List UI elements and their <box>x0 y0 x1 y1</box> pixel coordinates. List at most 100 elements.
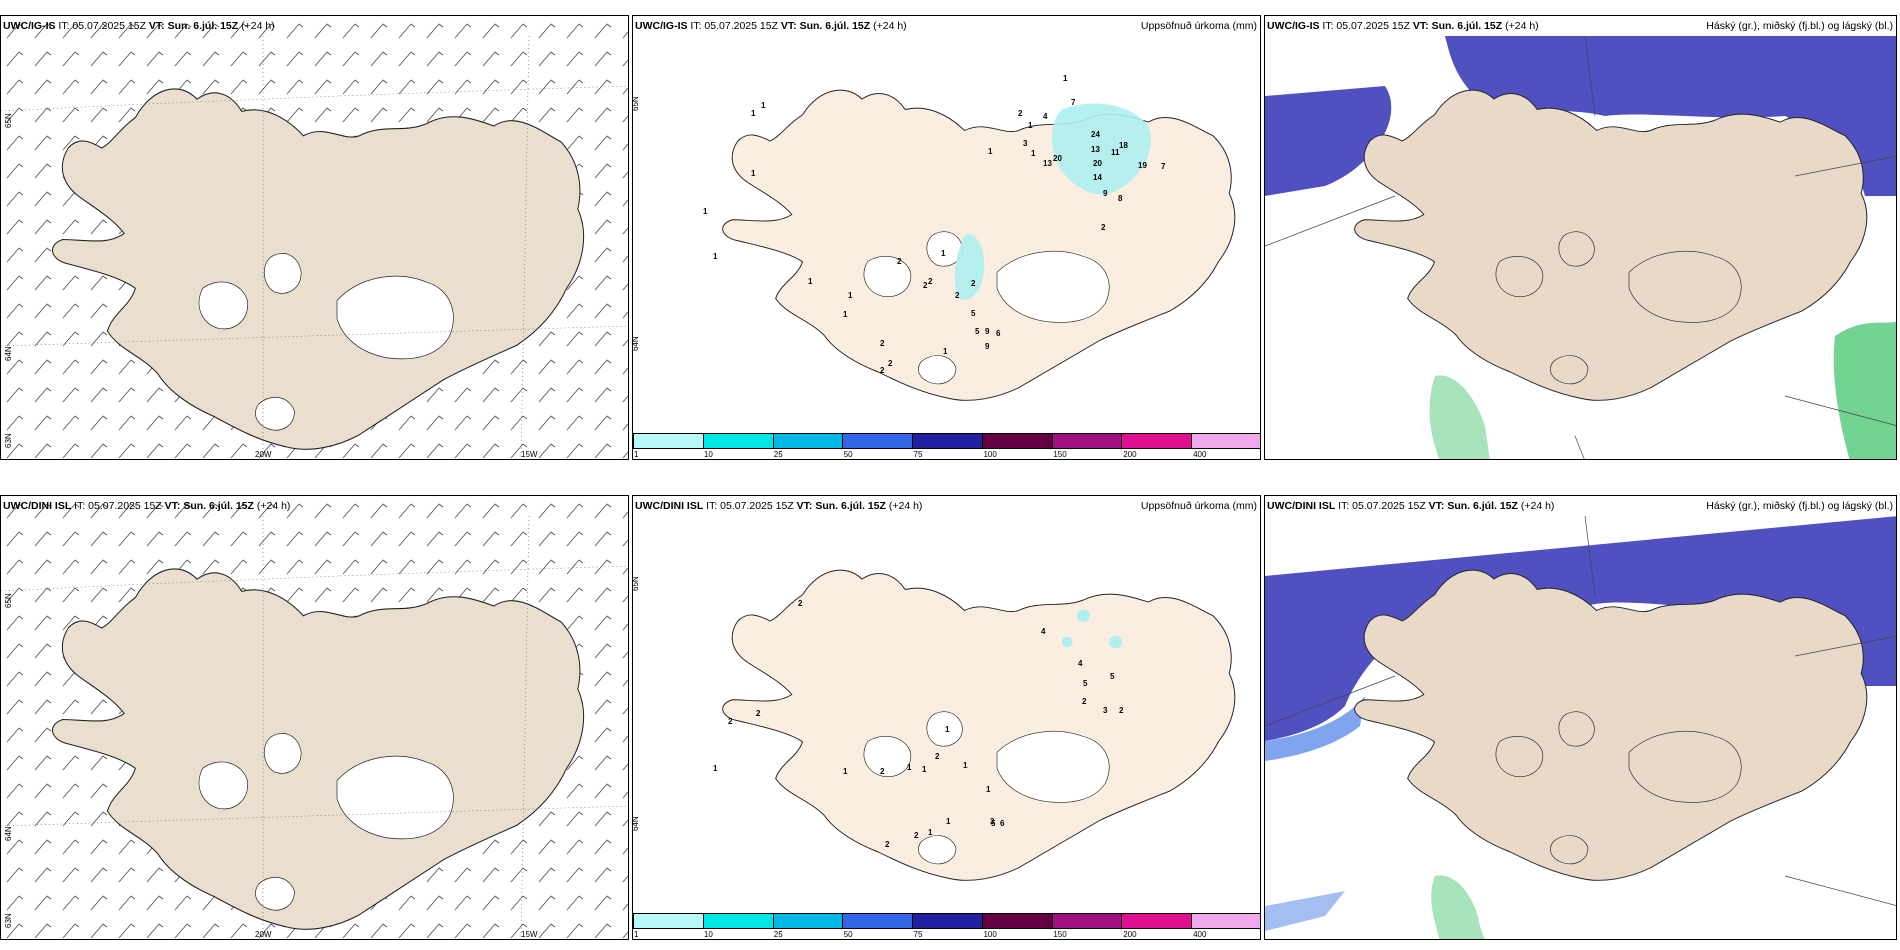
precip-value-label: 2 <box>756 709 761 718</box>
lon-label: 15W <box>521 450 538 459</box>
colorbar-cell <box>913 914 983 928</box>
lead-time: (+24 h) <box>888 500 923 512</box>
colorbar-tick-label: 1 <box>634 450 639 459</box>
precip-value-label: 1 <box>945 725 950 734</box>
precip-value-label: 2 <box>923 281 928 290</box>
precip-panel-row1: UWC/IG-IS IT: 05.07.2025 15Z VT: Sun. 6.… <box>632 15 1261 460</box>
iceland-land <box>1354 569 1868 881</box>
precip-value-label: 5 <box>1110 672 1115 681</box>
panel-title: Uppsöfnuð úrkoma (mm) <box>1140 500 1257 512</box>
init-time: IT: 05.07.2025 15Z <box>58 20 146 32</box>
precip-value-label: 9 <box>1103 189 1108 198</box>
lat-label: 65N <box>4 593 13 608</box>
lead-time: (+24 h) <box>256 500 291 512</box>
wind-panel-row1: UWC/IG-IS IT: 05.07.2025 15Z VT: Sun. 6.… <box>0 15 629 460</box>
low-cloud-west <box>1265 696 1365 761</box>
precip-value-label: 11 <box>1111 148 1120 157</box>
precip-colorbar: 1 10 25 50 75 100 150 200 400 <box>633 433 1260 459</box>
colorbar-cell <box>1122 914 1193 928</box>
lead-time: (+24 h) <box>241 20 275 32</box>
colorbar-tick-label: 75 <box>913 450 923 459</box>
precip-value-label: 1 <box>963 761 968 770</box>
glacier-langjokull <box>863 255 912 298</box>
colorbar-tick-label: 200 <box>1123 930 1137 939</box>
glacier-myrdalsjokull <box>254 396 296 431</box>
precip-value-label: 2 <box>928 277 933 286</box>
mid-cloud-north <box>1265 516 1896 741</box>
model-name: UWC/IG-IS <box>3 20 56 32</box>
colorbar-cell <box>1192 914 1260 928</box>
lead-time: (+24 h) <box>873 20 907 32</box>
precip-value-label: 1 <box>1063 74 1068 83</box>
wind-panel-row2: UWC/DINI ISL IT: 05.07.2025 15Z VT: Sun.… <box>0 495 629 940</box>
precip-value-label: 19 <box>1138 161 1147 170</box>
lat-label: 64N <box>4 826 13 841</box>
colorbar-tick-label: 1 <box>634 930 639 939</box>
lead-time: (+24 h) <box>1520 500 1555 512</box>
colorbar-cell <box>1052 914 1123 928</box>
lat-label: 65N <box>632 96 640 111</box>
precip-value-label: 1 <box>941 249 946 258</box>
panel-header: UWC/DINI ISL IT: 05.07.2025 15Z VT: Sun.… <box>635 500 922 512</box>
precip-value-label: 7 <box>1161 162 1166 171</box>
precip-value-label: 3 <box>1023 139 1028 148</box>
precip-value-label: 24 <box>1091 130 1100 139</box>
model-name: UWC/DINI ISL <box>1267 500 1336 512</box>
valid-time: VT: Sun. 6.júl. 15Z <box>148 20 239 32</box>
precip-shade <box>1109 635 1123 649</box>
precip-value-label: 2 <box>880 767 885 776</box>
lat-label: 65N <box>4 113 13 128</box>
panel-title: Háský (gr.), miðský (fj.bl.) og lágský (… <box>1706 20 1893 32</box>
colorbar-cell <box>1192 434 1260 448</box>
colorbar-tick-label: 25 <box>773 450 783 459</box>
colorbar-cell <box>982 434 1053 448</box>
precip-value-label: 1 <box>922 765 927 774</box>
precip-value-label: 1 <box>751 109 756 118</box>
colorbar-cell <box>703 914 774 928</box>
lon-label: 20W <box>255 450 272 459</box>
precip-value-label: 9 <box>985 342 990 351</box>
precip-value-label: 2 <box>885 840 890 849</box>
precip-shade <box>1076 609 1090 623</box>
precip-value-label: 1 <box>843 767 848 776</box>
cloud-panel-row2: UWC/DINI ISL IT: 05.07.2025 15Z VT: Sun.… <box>1264 495 1897 940</box>
init-time: IT: 05.07.2025 15Z <box>1338 500 1426 512</box>
precip-value-label: 2 <box>880 339 885 348</box>
model-name: UWC/DINI ISL <box>3 500 72 512</box>
low-cloud-sw <box>1265 891 1345 931</box>
precip-value-label: 14 <box>1093 173 1102 182</box>
model-name: UWC/IG-IS <box>635 20 688 32</box>
lat-label: 63N <box>4 913 13 928</box>
colorbar-tick-label: 10 <box>703 450 713 459</box>
cloud-map <box>1265 515 1896 939</box>
precip-value-label: 4 <box>1041 627 1046 636</box>
glacier-myrdalsjokull <box>917 355 957 385</box>
precip-shade-ne <box>1051 103 1152 195</box>
init-time: IT: 05.07.2025 15Z <box>74 500 162 512</box>
precip-colorbar: 1 10 25 50 75 100 150 200 400 <box>633 913 1260 939</box>
precip-value-label: 5 <box>975 327 980 336</box>
precip-value-label: 1 <box>988 147 993 156</box>
colorbar-tick-label: 400 <box>1193 930 1207 939</box>
colorbar-cell <box>1122 434 1193 448</box>
glacier-hofsjokull <box>263 252 302 294</box>
colorbar-cell <box>773 434 844 448</box>
valid-time: VT: Sun. 6.júl. 15Z <box>796 500 886 512</box>
precip-value-label: 1 <box>986 785 991 794</box>
precip-value-label: 4 <box>1043 112 1048 121</box>
precip-value-label: 5 <box>1083 679 1088 688</box>
colorbar-cell <box>773 914 844 928</box>
colorbar-cell <box>634 914 704 928</box>
graticule <box>1265 515 1896 906</box>
graticule <box>1 515 628 939</box>
init-time: IT: 05.07.2025 15Z <box>690 20 778 32</box>
valid-time: VT: Sun. 6.júl. 15Z <box>1412 20 1503 32</box>
colorbar-tick-label: 50 <box>843 930 853 939</box>
precip-value-label: 1 <box>1028 121 1033 130</box>
iceland-land <box>722 569 1236 881</box>
precip-value-label: 20 <box>1053 154 1062 163</box>
precip-value-label: 8 <box>1118 194 1123 203</box>
lat-label: 64N <box>4 346 13 361</box>
precip-value-label: 2 <box>728 717 733 726</box>
